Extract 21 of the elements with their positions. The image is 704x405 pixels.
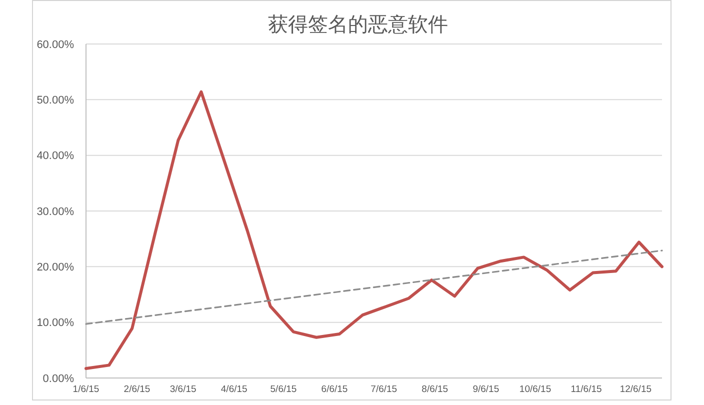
x-tick-label: 12/6/15	[620, 384, 652, 395]
x-tick-label: 5/6/15	[270, 384, 297, 395]
x-tick-label: 6/6/15	[321, 384, 348, 395]
x-tick-label: 11/6/15	[570, 384, 602, 395]
x-tick-label: 1/6/15	[72, 384, 100, 395]
x-tick-label: 4/6/15	[220, 384, 248, 395]
x-tick-label: 10/6/15	[519, 384, 552, 395]
x-tick-label: 9/6/15	[472, 384, 500, 395]
x-tick-label: 3/6/15	[170, 384, 196, 395]
line-series	[84, 90, 664, 370]
y-tick-label: 20.00%	[36, 262, 74, 274]
y-tick-label: 60.00%	[36, 38, 74, 51]
y-tick-label: 40.00%	[36, 150, 74, 162]
y-tick-label: 10.00%	[36, 317, 74, 330]
y-tick-label: 30.00%	[36, 206, 74, 218]
y-tick-label: 50.00%	[36, 94, 74, 107]
chart-title: 获得签名的恶意软件	[268, 14, 448, 36]
x-tick-label: 8/6/15	[422, 384, 448, 395]
x-tick-label: 7/6/15	[370, 384, 398, 395]
x-tick-label: 2/6/15	[124, 384, 150, 395]
y-tick-label: 0.00%	[42, 372, 74, 385]
